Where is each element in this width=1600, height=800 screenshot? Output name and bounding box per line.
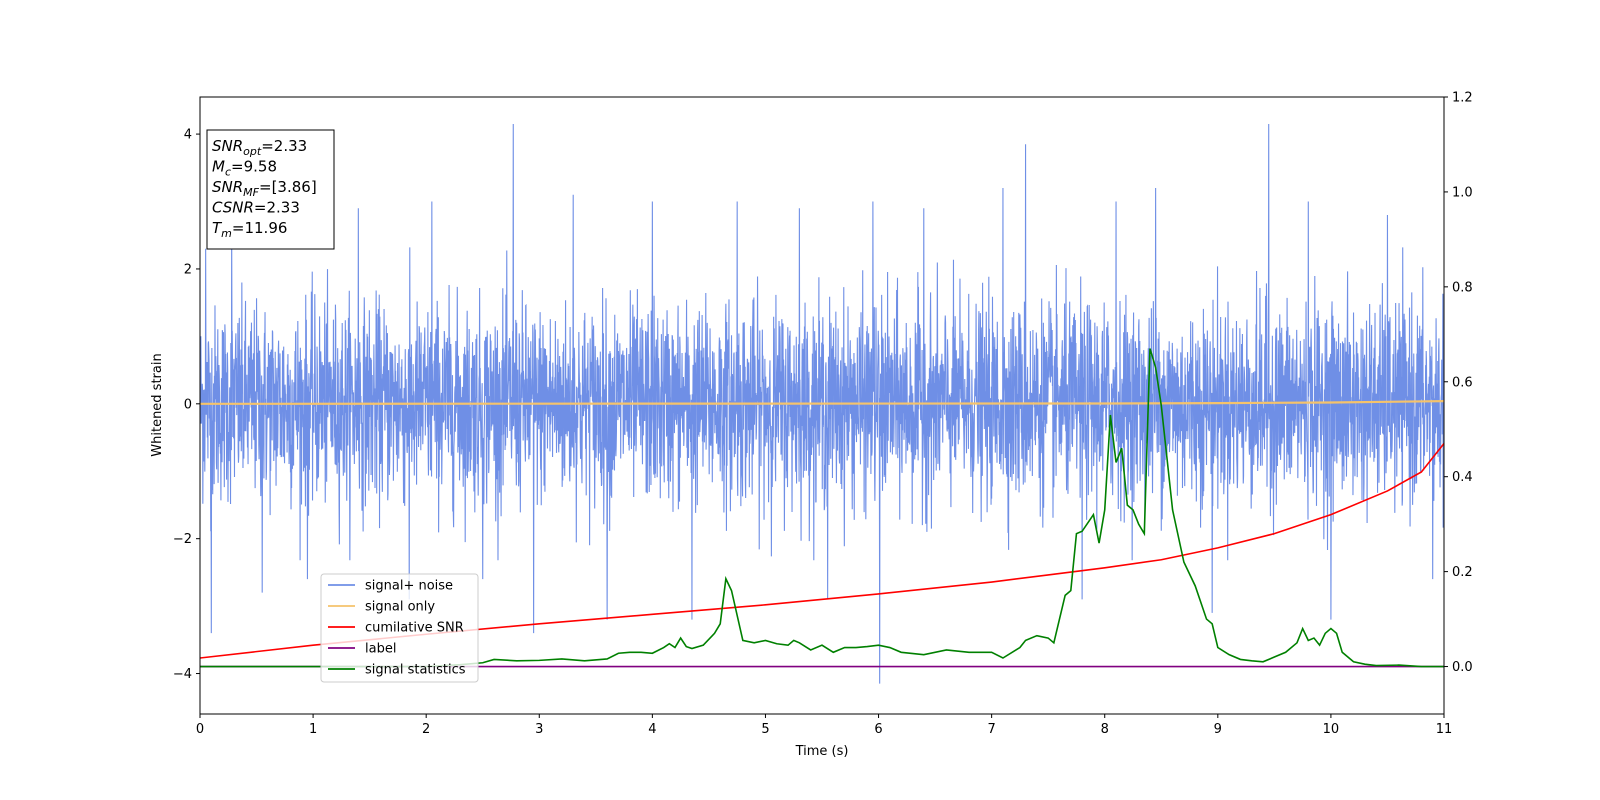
- x-tick-label: 11: [1436, 722, 1453, 737]
- series-cumilative-snr-line: [200, 442, 1444, 659]
- annotation-line: SNRMF=[3.86]: [212, 178, 317, 199]
- plot-frame: [199, 96, 1445, 715]
- annotation-symbol: CSNR: [212, 199, 254, 217]
- y-left-tick-label: 2: [184, 262, 192, 277]
- annotation-value: =2.33: [254, 199, 300, 217]
- x-tick-label: 8: [1101, 722, 1109, 737]
- annotation-line: Tm=11.96: [212, 219, 287, 240]
- y-left-tick-label: −2: [173, 532, 192, 547]
- y-left-tick-label: 4: [184, 128, 192, 143]
- x-tick-label: 5: [761, 722, 769, 737]
- legend-entry: label: [365, 642, 396, 657]
- annotation-line: Mc=9.58: [212, 158, 277, 179]
- ticks-layer: 0 1 2 3 4 5 6 7 8 9 10 11 −4 −2 0 2 4 0.0 0.2 0.4 0.6 0.8 1.0 1…: [173, 91, 1473, 738]
- annotation-value: =[3.86]: [259, 178, 317, 196]
- legend: signal+ noise signal only cumilative SNR la…: [320, 573, 479, 683]
- annotation-value: =2.33: [261, 137, 307, 155]
- annotation-frame: [206, 129, 335, 250]
- x-tick-label: 10: [1323, 722, 1340, 737]
- series-signal-noise-line: [200, 123, 1444, 684]
- annotation-subscript: opt: [243, 145, 262, 158]
- y-right-tick-label: 0.8: [1452, 280, 1473, 295]
- series-signal-statistics-line: [200, 348, 1444, 668]
- annotation-symbol: M: [212, 158, 225, 176]
- y-left-tick-label: −4: [173, 667, 192, 682]
- annotation-value: =9.58: [231, 158, 277, 176]
- annotation-symbol: SNR: [212, 137, 243, 155]
- y-right-tick-label: 0.2: [1452, 565, 1473, 580]
- annotation-symbol: SNR: [212, 178, 243, 196]
- legend-frame: [320, 573, 479, 683]
- y-right-tick-label: 1.2: [1452, 91, 1473, 106]
- y-right-tick-label: 0.4: [1452, 470, 1473, 485]
- y-right-tick-label: 1.0: [1452, 185, 1473, 200]
- x-tick-label: 1: [309, 722, 317, 737]
- annotation-subscript: c: [225, 166, 231, 179]
- y-right-tick-label: 0.6: [1452, 375, 1473, 390]
- legend-entry: signal+ noise: [365, 579, 453, 594]
- x-tick-label: 7: [987, 722, 995, 737]
- y-left-tick-label: 0: [184, 397, 192, 412]
- annotation-symbol: T: [212, 219, 223, 237]
- annotation-subscript: m: [221, 227, 232, 240]
- series-signal-only-line: [200, 400, 1444, 405]
- x-tick-label: 0: [196, 722, 204, 737]
- annotation-line: SNRopt=2.33: [212, 137, 307, 158]
- x-tick-label: 4: [648, 722, 656, 737]
- x-tick-label: 3: [535, 722, 543, 737]
- legend-entry: signal only: [365, 600, 435, 615]
- annotation-subscript: MF: [243, 186, 259, 199]
- x-axis-label: Time (s): [795, 744, 849, 759]
- x-tick-label: 9: [1214, 722, 1222, 737]
- x-tick-label: 2: [422, 722, 430, 737]
- x-tick-label: 6: [874, 722, 882, 737]
- annotation-value: =11.96: [232, 219, 288, 237]
- annotation-line: CSNR=2.33: [212, 199, 300, 217]
- legend-entry: cumilative SNR: [365, 621, 464, 636]
- legend-entry: signal statistics: [365, 663, 466, 678]
- y-right-tick-label: 0.0: [1452, 660, 1473, 675]
- annotation-box: SNRopt=2.33Mc=9.58SNRMF=[3.86]CSNR=2.33T…: [206, 129, 335, 250]
- y-axis-label: Whitened strain: [150, 353, 165, 456]
